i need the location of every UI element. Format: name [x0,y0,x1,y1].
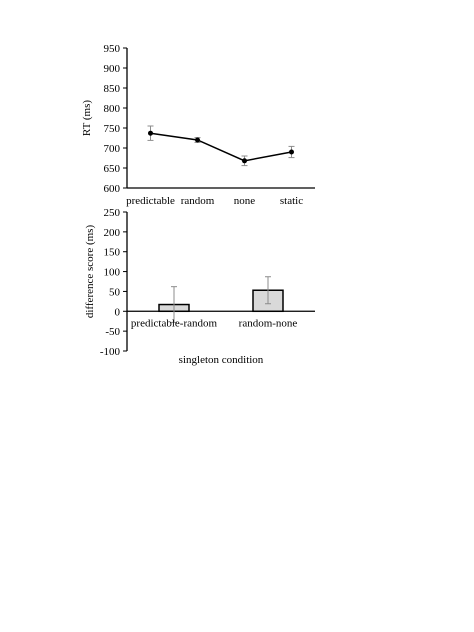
data-point [242,158,247,164]
y-tick-label: 0 [115,306,121,318]
y-tick-label: 600 [104,183,121,195]
series-line [150,132,292,162]
y-tick-label: 250 [104,207,121,219]
y-tick-label: 100 [104,267,121,279]
y-tick-label: 750 [104,123,121,135]
y-axis-title: RT (ms) [81,100,93,136]
y-tick-label: 900 [104,63,121,75]
x-tick-label: static [280,195,303,207]
y-tick-label: 50 [109,286,121,298]
data-point [289,149,294,155]
x-tick-label: random-none [239,317,298,329]
y-tick-label: 850 [104,83,121,95]
y-tick-label: 150 [104,247,121,259]
y-tick-label: 700 [104,143,121,155]
x-axis-title: singleton condition [179,354,264,366]
y-tick-label: 650 [104,163,121,175]
x-tick-label: none [234,195,256,207]
y-tick-label: -100 [100,346,121,358]
y-tick-label: 800 [104,103,121,115]
data-point [195,137,200,143]
x-tick-label: predictable [126,195,175,207]
difference-bar-chart: -100 -50 0 50 100 150 200 250 predictable-random… [84,207,315,366]
y-tick-label: 200 [104,227,121,239]
data-point [148,130,153,136]
rt-line-chart: 600 650 700 750 800 850 900 950 predictable rando… [81,43,315,207]
x-tick-label: predictable-random [131,317,218,329]
y-axis-title: difference score (ms) [84,225,96,319]
x-tick-label: random [181,195,215,207]
y-tick-label: 950 [104,43,121,55]
y-tick-label: -50 [105,326,120,338]
